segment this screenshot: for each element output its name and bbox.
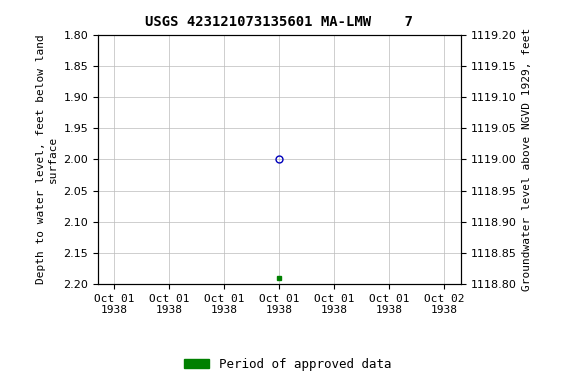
Y-axis label: Depth to water level, feet below land
surface: Depth to water level, feet below land su… bbox=[36, 35, 58, 284]
Legend: Period of approved data: Period of approved data bbox=[179, 353, 397, 376]
Title: USGS 423121073135601 MA-LMW    7: USGS 423121073135601 MA-LMW 7 bbox=[145, 15, 414, 29]
Y-axis label: Groundwater level above NGVD 1929, feet: Groundwater level above NGVD 1929, feet bbox=[522, 28, 532, 291]
